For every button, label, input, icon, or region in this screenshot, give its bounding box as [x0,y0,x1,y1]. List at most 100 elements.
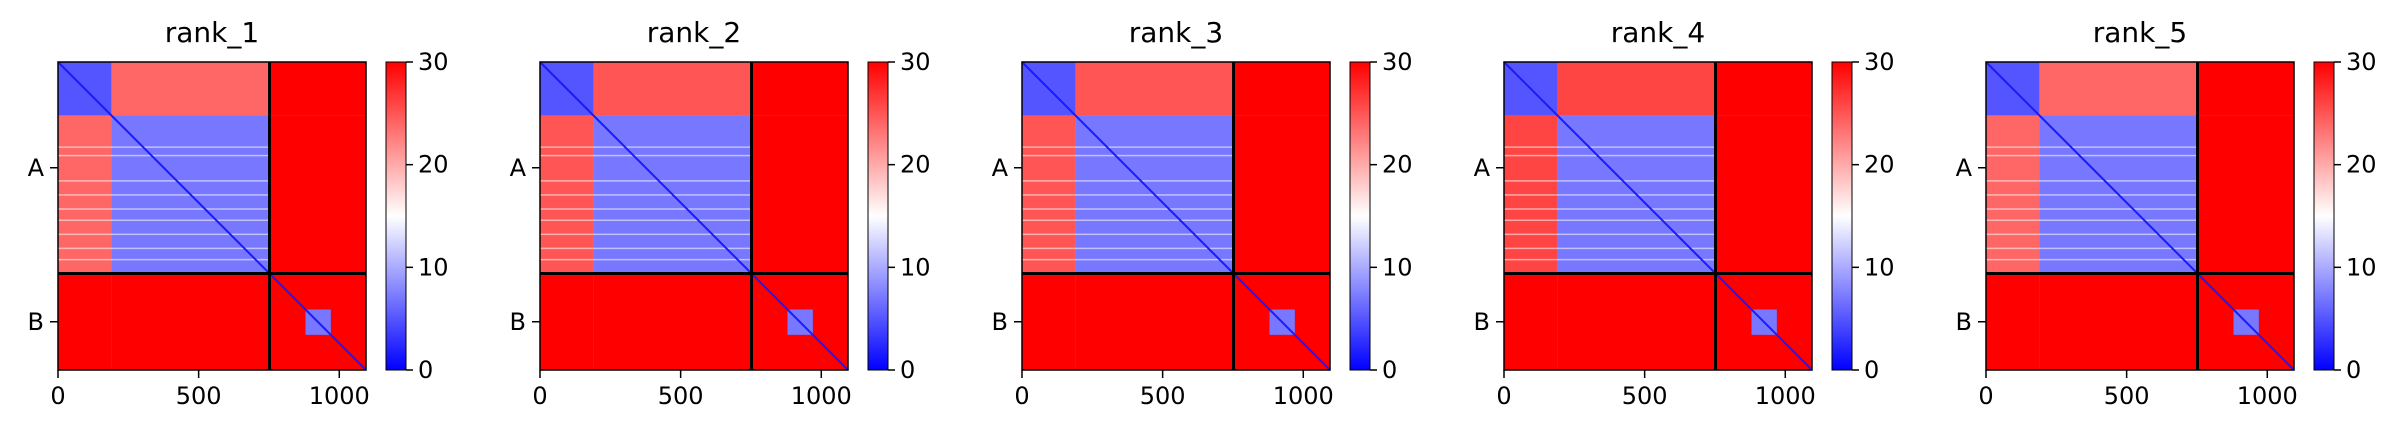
heatmap-texture [540,208,752,210]
heatmap-cell [1075,62,1234,116]
heatmap-texture [58,180,270,182]
heatmap-texture [1504,194,1716,196]
colorbar-tick-label: 30 [2346,48,2377,76]
panel-rank_4: rank_4 0 500 1000 A B 0 10 20 30 [1474,16,1895,410]
plot-frame [1503,61,1813,371]
heatmap-texture [1504,154,1716,157]
colorbar [2313,61,2335,371]
heatmap-texture [1504,208,1716,210]
x-tick-label: 0 [1978,382,1993,410]
heatmap-cell [269,62,366,116]
plot-frame [1021,61,1331,371]
plot-frame [1985,61,2295,371]
heatmap-texture [1986,194,2198,196]
x-tick-label: 500 [176,382,222,410]
panel-rank_3: rank_3 0 500 1000 A B 0 10 20 30 [992,16,1413,410]
panel-rank_2: rank_2 0 500 1000 A B 0 10 20 30 [510,16,931,410]
plot-frame [539,61,849,371]
heatmap-texture [1022,208,1234,210]
heatmap-cell [593,62,752,116]
heatmap-texture [1022,258,1234,261]
heatmap-texture [1022,194,1234,196]
colorbar-tick-label: 20 [900,151,931,179]
colorbar-tick-label: 0 [2346,356,2361,384]
heatmap-texture [58,208,270,210]
heatmap-texture [1504,233,1716,236]
heatmap-texture [1022,146,1234,148]
heatmap-cell [593,273,752,370]
heatmap-cell [1557,273,1716,370]
heatmap-texture [58,233,270,236]
heatmap-texture [1022,154,1234,157]
heatmap-diagonal [1503,61,1813,371]
heatmap-diagonal [1985,61,2295,371]
heatmap-texture [1022,247,1234,250]
colorbar-tick-label: 0 [900,356,915,384]
heatmap-texture [1986,247,2198,250]
y-tick-label: A [28,154,45,182]
heatmap-cell [1715,115,1812,274]
heatmap-texture [1986,180,2198,182]
heatmap-diagonal [57,61,367,371]
panel-title: rank_5 [2093,16,2187,49]
y-tick-label: A [1956,154,1973,182]
x-tick-label: 500 [658,382,704,410]
x-tick-label: 0 [1014,382,1029,410]
heatmap-cell [2039,62,2198,116]
heatmap-texture [58,219,270,222]
heatmap-texture [1504,146,1716,148]
heatmap-texture [58,258,270,261]
panel-title: rank_3 [1129,16,1223,49]
y-tick-label: A [992,154,1009,182]
heatmap-cell [1075,273,1234,370]
heatmap-texture [58,146,270,148]
y-tick-label: B [1956,308,1972,336]
heatmap-cell [1715,62,1812,116]
colorbar-tick-label: 10 [1382,253,1413,281]
colorbar-tick-label: 30 [418,48,449,76]
x-tick-label: 1000 [309,382,370,410]
heatmap-texture [540,258,752,261]
heatmap-texture [1504,247,1716,250]
colorbar-tick-label: 30 [900,48,931,76]
heatmap-cell [1233,62,1330,116]
heatmap-cell [2039,273,2198,370]
heatmap-cell [540,273,594,370]
heatmap-cell [1022,273,1076,370]
heatmap-texture [1022,219,1234,222]
colorbar-tick-label: 20 [1382,151,1413,179]
heatmap-texture [1986,146,2198,148]
plot-frame [57,61,367,371]
colorbar-tick-label: 20 [1864,151,1895,179]
heatmap-cell [1557,62,1716,116]
heatmap-texture [1022,180,1234,182]
y-tick-label: B [1474,308,1490,336]
colorbar-tick-label: 10 [900,253,931,281]
heatmap-cell [751,115,848,274]
heatmap-texture [1986,233,2198,236]
y-tick-label: B [992,308,1008,336]
colorbar [385,61,407,371]
panel-title: rank_4 [1611,16,1705,49]
x-tick-label: 1000 [2237,382,2298,410]
heatmap-texture [1986,258,2198,261]
y-tick-label: A [1474,154,1491,182]
colorbar-tick-label: 30 [1864,48,1895,76]
panel-title: rank_1 [165,16,259,49]
colorbar-tick-label: 10 [418,253,449,281]
heatmap-cell [1986,273,2040,370]
heatmap-cell [58,273,112,370]
colorbar-tick-label: 0 [418,356,433,384]
heatmap-diagonal [539,61,849,371]
x-tick-label: 500 [1622,382,1668,410]
heatmap-texture [540,233,752,236]
heatmap-texture [1504,219,1716,222]
heatmap-texture [1986,208,2198,210]
x-tick-label: 1000 [791,382,852,410]
y-tick-label: B [510,308,526,336]
heatmap-texture [540,247,752,250]
heatmap-cell [269,115,366,274]
heatmap-cell [751,62,848,116]
colorbar-tick-label: 10 [2346,253,2377,281]
